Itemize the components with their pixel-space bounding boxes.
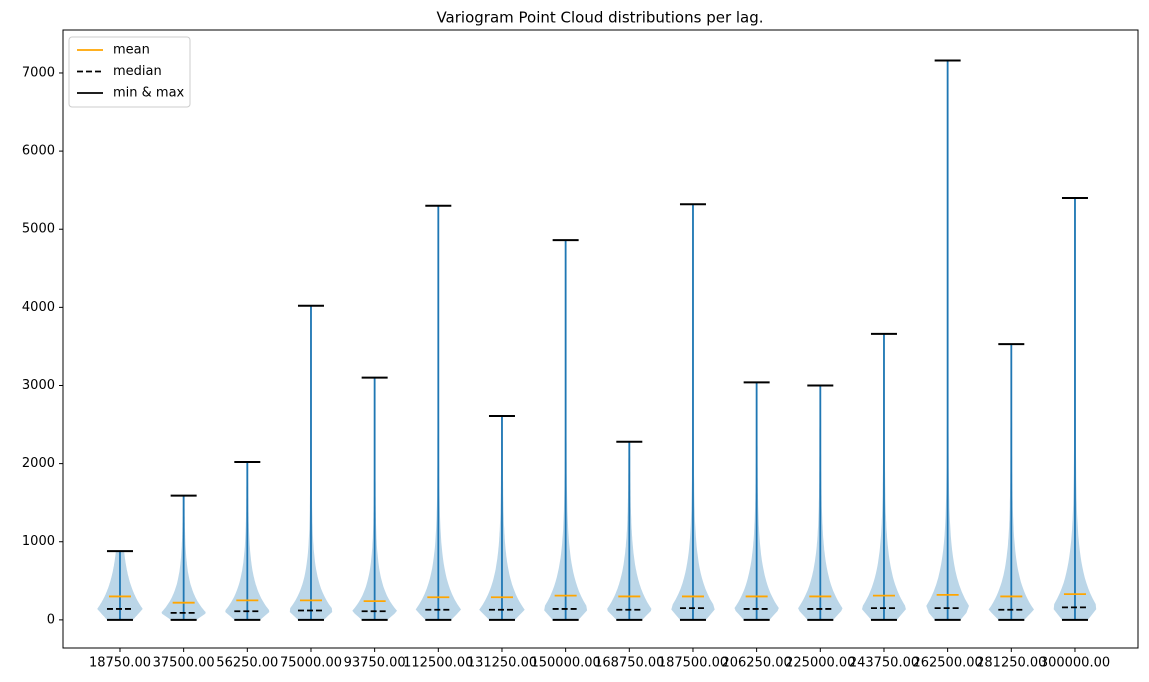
- y-tick-label: 1000: [22, 534, 55, 549]
- legend-label: median: [113, 64, 162, 79]
- y-tick-label: 7000: [22, 65, 55, 80]
- x-tick-label: 37500.00: [153, 656, 215, 671]
- x-tick-label: 112500.00: [403, 656, 473, 671]
- legend-label: min & max: [113, 86, 185, 101]
- y-tick-label: 4000: [22, 300, 55, 315]
- legend: mean median min & max: [68, 36, 191, 108]
- x-tick-label: 150000.00: [530, 656, 600, 671]
- x-tick-label: 56250.00: [216, 656, 278, 671]
- x-tick-label: 93750.00: [344, 656, 406, 671]
- y-tick-label: 3000: [22, 378, 55, 393]
- y-tick-label: 0: [47, 612, 55, 627]
- x-tick-label: 75000.00: [280, 656, 342, 671]
- x-tick-label: 281250.00: [976, 656, 1046, 671]
- x-tick-label: 131250.00: [467, 656, 537, 671]
- chart-title: Variogram Point Cloud distributions per …: [436, 9, 763, 27]
- y-tick-label: 6000: [22, 144, 55, 159]
- x-tick-label: 168750.00: [594, 656, 664, 671]
- x-tick-label: 187500.00: [658, 656, 728, 671]
- x-tick-label: 300000.00: [1040, 656, 1110, 671]
- x-tick-label: 243750.00: [849, 656, 919, 671]
- x-tick-label: 18750.00: [89, 656, 151, 671]
- legend-box: [68, 36, 191, 108]
- x-tick-label: 206250.00: [721, 656, 791, 671]
- plot-frame: [62, 29, 1139, 649]
- legend-label: mean: [113, 43, 150, 58]
- y-tick-label: 2000: [22, 456, 55, 471]
- x-tick-label: 262500.00: [912, 656, 982, 671]
- x-tick-label: 225000.00: [785, 656, 855, 671]
- y-tick-label: 5000: [22, 222, 55, 237]
